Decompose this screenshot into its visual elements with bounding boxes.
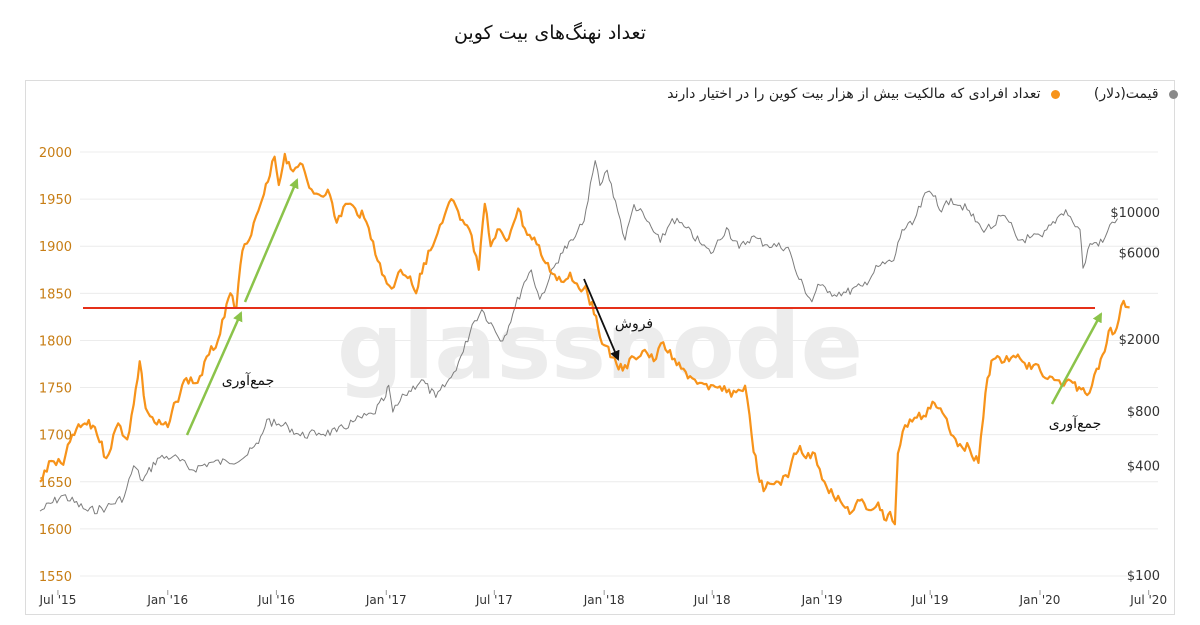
accumulation-arrow-1 (185, 311, 243, 436)
left-axis-tick: 2000 (39, 146, 72, 161)
left-axis-tick: 1800 (39, 334, 72, 349)
right-axis-tick: $400 (1127, 460, 1160, 475)
x-axis-tick: Jan '16 (146, 593, 188, 607)
page-title: تعداد نهنگ‌های بیت کوین (453, 22, 647, 44)
x-axis-tick: Jan '17 (365, 593, 407, 607)
legend-price-dot (1169, 89, 1178, 99)
accumulation-arrow-3 (1050, 312, 1103, 405)
right-axis-tick: $2000 (1119, 333, 1160, 348)
left-axis-tick: 1550 (39, 570, 72, 585)
accumulation-label: جمع‌آوری (222, 372, 275, 389)
x-axis-tick: Jul '16 (257, 593, 295, 607)
x-axis-tick: Jul '19 (911, 593, 949, 607)
legend-whales: تعداد افرادی که مالکیت بیش از هزار بیت ک… (667, 86, 1060, 106)
right-axis-tick: $800 (1127, 405, 1160, 420)
whales-series-line (39, 152, 1130, 526)
legend-whales-dot (1051, 89, 1060, 99)
sell-arrow (583, 278, 620, 361)
left-axis-tick: 1600 (39, 523, 72, 538)
chart-frame (25, 80, 1175, 615)
watermark: glassnode (337, 293, 863, 400)
x-axis-tick: Jan '18 (583, 593, 625, 607)
sell-label: فروش (615, 316, 653, 332)
left-axis-tick: 1750 (39, 382, 72, 397)
x-axis-tick: Jul '17 (475, 593, 513, 607)
x-axis-tick: Jul '20 (1129, 593, 1167, 607)
x-axis-tick: Jan '20 (1019, 593, 1061, 607)
x-axis-tick: Jul '18 (693, 593, 731, 607)
right-axis-tick: $10000 (1110, 206, 1160, 221)
x-axis-tick: Jan '19 (801, 593, 843, 607)
left-axis-tick: 1650 (39, 476, 72, 491)
legend-price: قیمت(دلار) (1094, 86, 1178, 106)
price-series-line (39, 160, 1119, 515)
left-axis-tick: 1850 (39, 287, 72, 302)
left-axis-tick: 1950 (39, 193, 72, 208)
accumulation-label: جمع‌آوری (1049, 415, 1102, 432)
left-axis-tick: 1900 (39, 240, 72, 255)
accumulation-arrow-2 (243, 178, 299, 303)
legend-price-label: قیمت(دلار) (1093, 86, 1159, 102)
x-axis-tick: Jul '15 (38, 593, 76, 607)
right-axis-tick: $6000 (1119, 246, 1160, 261)
legend-whales-label: تعداد افرادی که مالکیت بیش از هزار بیت ک… (667, 86, 1041, 102)
left-axis-tick: 1700 (39, 429, 72, 444)
right-axis-tick: $100 (1127, 569, 1160, 584)
